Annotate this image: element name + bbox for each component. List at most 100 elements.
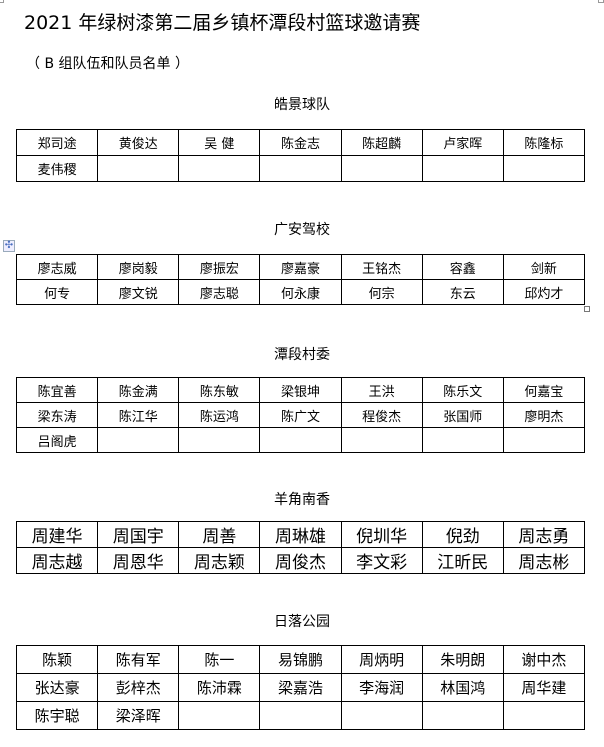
- empty-cell: [178, 701, 261, 730]
- roster-table: 周建华 周国宇 周善 周琳雄 倪圳华 倪劲 周志勇 周志越 周恩华 周志颖 周俊杰 李文彩 江昕民 周志彬: [15, 521, 586, 574]
- player-name-cell: 陈广文: [259, 402, 342, 428]
- empty-cell: [259, 155, 342, 182]
- player-name-cell: 周志勇: [502, 521, 586, 548]
- table-move-handle-icon[interactable]: ✣: [3, 240, 15, 252]
- table-row: 周建华 周国宇 周善 周琳雄 倪圳华 倪劲 周志勇: [15, 521, 586, 548]
- empty-cell: [421, 155, 504, 182]
- table-row: 廖志威 廖岗毅 廖振宏 廖嘉豪 王铭杰 容鑫 剑新: [15, 254, 586, 280]
- player-name-cell: 彭梓杰: [97, 673, 180, 702]
- player-name-cell: 廖志聪: [178, 279, 261, 305]
- table-row: 梁东涛 陈江华 陈运鸿 陈广文 程俊杰 张国师 廖明杰: [15, 402, 586, 428]
- team-name: 皓景球队: [274, 97, 330, 113]
- player-name-cell: 剑新: [502, 254, 586, 280]
- player-name-cell: 郑司途: [15, 129, 99, 156]
- player-name-cell: 张国师: [421, 402, 504, 428]
- player-name-cell: 何嘉宝: [502, 377, 586, 403]
- table-row: 麦伟稷: [15, 155, 586, 182]
- empty-cell: [340, 155, 423, 182]
- player-name-cell: 陈东敏: [178, 377, 261, 403]
- empty-cell: [421, 701, 504, 730]
- table-row: 陈颖 陈有军 陈一 易锦鹏 周炳明 朱明朗 谢中杰: [15, 645, 586, 674]
- player-name-cell: 梁银坤: [259, 377, 342, 403]
- player-name-cell: 周琳雄: [259, 521, 342, 548]
- team-name: 羊角南香: [274, 492, 330, 508]
- empty-cell: [502, 155, 586, 182]
- player-name-cell: 周炳明: [340, 645, 423, 674]
- player-name-cell: 何专: [15, 279, 99, 305]
- document-title: 2021 年绿树漆第二届乡镇杯潭段村篮球邀请赛: [24, 12, 421, 34]
- player-name-cell: 陈宜善: [15, 377, 99, 403]
- player-name-cell: 周志越: [15, 547, 99, 574]
- player-name-cell: 朱明朗: [421, 645, 504, 674]
- player-name-cell: 梁泽晖: [97, 701, 180, 730]
- player-name-cell: 容鑫: [421, 254, 504, 280]
- player-name-cell: 陈宇聪: [15, 701, 99, 730]
- player-name-cell: 周俊杰: [259, 547, 342, 574]
- empty-cell: [340, 701, 423, 730]
- player-name-cell: 陈运鸿: [178, 402, 261, 428]
- document-subtitle: （ B 组队伍和队员名单 ）: [26, 56, 189, 72]
- empty-cell: [97, 155, 180, 182]
- player-name-cell: 易锦鹏: [259, 645, 342, 674]
- table-row: 陈宜善 陈金满 陈东敏 梁银坤 王洪 陈乐文 何嘉宝: [15, 377, 586, 403]
- player-name-cell: 周志颖: [178, 547, 261, 574]
- player-name-cell: 黄俊达: [97, 129, 180, 156]
- player-name-cell: 吕阁虎: [15, 427, 99, 453]
- player-name-cell: 梁嘉浩: [259, 673, 342, 702]
- roster-table: 陈宜善 陈金满 陈东敏 梁银坤 王洪 陈乐文 何嘉宝 梁东涛 陈江华 陈运鸿 陈广文 程俊杰 张国师 廖明…: [15, 377, 586, 453]
- empty-cell: [502, 427, 586, 453]
- player-name-cell: 周善: [178, 521, 261, 548]
- empty-cell: [259, 701, 342, 730]
- player-name-cell: 陈有军: [97, 645, 180, 674]
- page-corner-mark: [598, 0, 604, 3]
- player-name-cell: 周建华: [15, 521, 99, 548]
- player-name-cell: 林国鸿: [421, 673, 504, 702]
- player-name-cell: 陈金满: [97, 377, 180, 403]
- team-name: 广安驾校: [274, 222, 330, 238]
- player-name-cell: 廖文锐: [97, 279, 180, 305]
- player-name-cell: 吴 健: [178, 129, 261, 156]
- player-name-cell: 李文彩: [340, 547, 423, 574]
- player-name-cell: 廖志威: [15, 254, 99, 280]
- player-name-cell: 王洪: [340, 377, 423, 403]
- player-name-cell: 倪圳华: [340, 521, 423, 548]
- player-name-cell: 江昕民: [421, 547, 504, 574]
- page-corner-mark: [0, 0, 4, 3]
- player-name-cell: 陈一: [178, 645, 261, 674]
- empty-cell: [97, 427, 180, 453]
- player-name-cell: 陈江华: [97, 402, 180, 428]
- player-name-cell: 周华建: [502, 673, 586, 702]
- player-name-cell: 周恩华: [97, 547, 180, 574]
- player-name-cell: 廖岗毅: [97, 254, 180, 280]
- player-name-cell: 陈金志: [259, 129, 342, 156]
- roster-table: 陈颖 陈有军 陈一 易锦鹏 周炳明 朱明朗 谢中杰 张达豪 彭梓杰 陈沛霖 梁嘉浩 李海润 林国鸿 周华建…: [15, 645, 586, 730]
- player-name-cell: 梁东涛: [15, 402, 99, 428]
- player-name-cell: 周国宇: [97, 521, 180, 548]
- empty-cell: [178, 427, 261, 453]
- table-row: 何专 廖文锐 廖志聪 何永康 何宗 东云 邱灼才: [15, 279, 586, 305]
- team-name: 潭段村委: [274, 347, 330, 363]
- player-name-cell: 麦伟稷: [15, 155, 99, 182]
- player-name-cell: 廖振宏: [178, 254, 261, 280]
- player-name-cell: 邱灼才: [502, 279, 586, 305]
- player-name-cell: 东云: [421, 279, 504, 305]
- player-name-cell: 李海润: [340, 673, 423, 702]
- player-name-cell: 卢家晖: [421, 129, 504, 156]
- player-name-cell: 廖嘉豪: [259, 254, 342, 280]
- player-name-cell: 廖明杰: [502, 402, 586, 428]
- empty-cell: [259, 427, 342, 453]
- empty-cell: [178, 155, 261, 182]
- roster-table: 廖志威 廖岗毅 廖振宏 廖嘉豪 王铭杰 容鑫 剑新 何专 廖文锐 廖志聪 何永康 何宗 东云 邱灼才: [15, 254, 586, 305]
- player-name-cell: 倪劲: [421, 521, 504, 548]
- team-name: 日落公园: [274, 614, 330, 630]
- player-name-cell: 周志彬: [502, 547, 586, 574]
- player-name-cell: 张达豪: [15, 673, 99, 702]
- player-name-cell: 王铭杰: [340, 254, 423, 280]
- table-resize-handle[interactable]: [584, 306, 590, 312]
- player-name-cell: 谢中杰: [502, 645, 586, 674]
- empty-cell: [421, 427, 504, 453]
- player-name-cell: 陈超麟: [340, 129, 423, 156]
- player-name-cell: 陈沛霖: [178, 673, 261, 702]
- table-row: 郑司途 黄俊达吴 健陈金志 陈超麟 卢家晖 陈隆标: [15, 129, 586, 156]
- table-row: 周志越 周恩华 周志颖 周俊杰 李文彩 江昕民 周志彬: [15, 547, 586, 574]
